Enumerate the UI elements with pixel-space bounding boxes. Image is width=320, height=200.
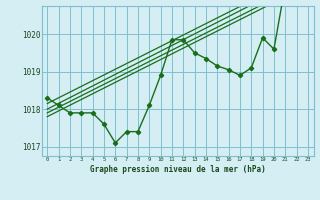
- X-axis label: Graphe pression niveau de la mer (hPa): Graphe pression niveau de la mer (hPa): [90, 165, 266, 174]
